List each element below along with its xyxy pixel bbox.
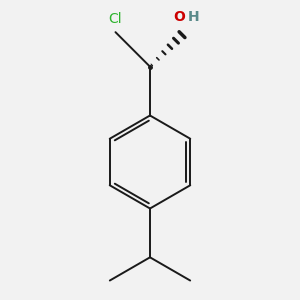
Text: Cl: Cl	[109, 12, 122, 26]
Text: H: H	[188, 11, 200, 24]
Text: O: O	[173, 11, 185, 24]
